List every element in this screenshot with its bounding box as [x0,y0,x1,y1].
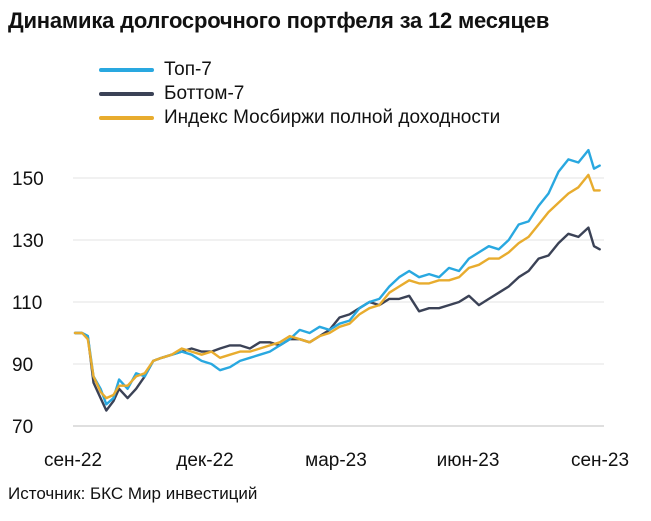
y-tick-label: 110 [12,293,42,314]
x-tick-label: сен-22 [44,450,102,471]
x-tick-label: сен-23 [571,450,629,471]
chart-title: Динамика долгосрочного портфеля за 12 ме… [8,8,550,33]
chart-legend: Топ-7 Боттом-7 Индекс Мосбиржи полной до… [99,58,500,130]
source-note: Источник: БКС Мир инвестиций [8,484,258,503]
y-tick-label: 130 [12,231,44,252]
legend-item-top7: Топ-7 [99,58,500,82]
legend-label-top7: Топ-7 [164,59,212,80]
series-line-bottom7 [73,226,601,412]
y-tick-label: 150 [12,169,44,190]
y-tick-label: 70 [12,417,33,438]
legend-item-index: Индекс Мосбиржи полной доходности [99,106,500,130]
y-tick-label: 90 [12,355,33,376]
x-tick-label: мар-23 [305,450,367,471]
legend-item-bottom7: Боттом-7 [99,82,500,106]
series-line-top7 [73,148,601,406]
legend-swatch-bottom7 [99,92,154,96]
series-line-index [73,173,601,400]
legend-label-bottom7: Боттом-7 [164,83,245,104]
legend-label-index: Индекс Мосбиржи полной доходности [164,107,501,128]
x-tick-label: дек-22 [176,450,233,471]
legend-swatch-top7 [99,68,154,72]
legend-swatch-index [99,116,154,120]
x-tick-label: июн-23 [437,450,500,471]
